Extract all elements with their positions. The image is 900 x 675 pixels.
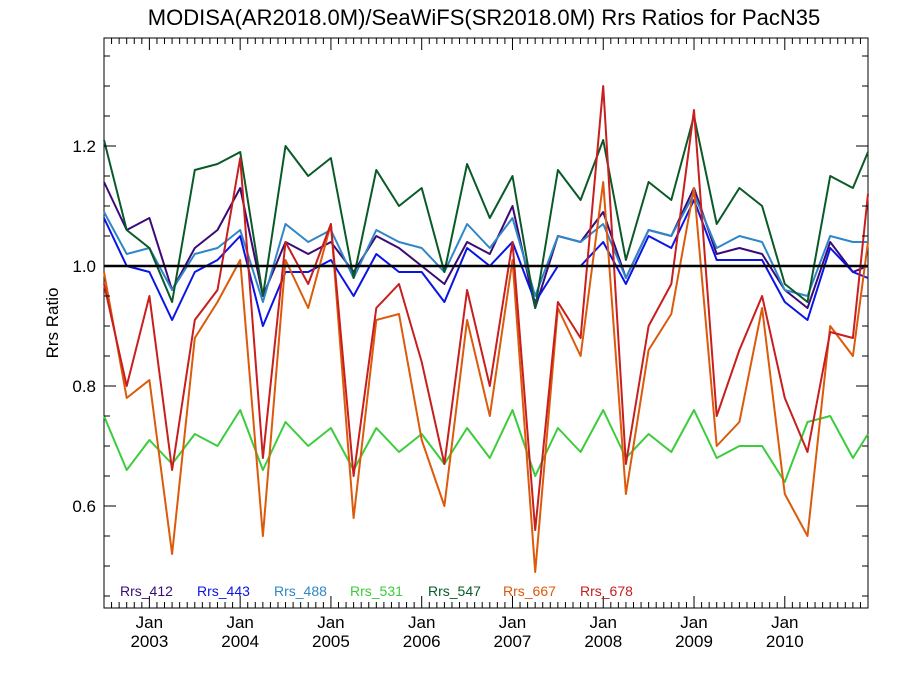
x-tick-month-label: Jan bbox=[771, 613, 798, 632]
legend-entry-rrs-531: Rrs_531 bbox=[350, 583, 403, 599]
legend: Rrs_412 Rrs_443 Rrs_488 Rrs_531 Rrs_547 Rrs_6… bbox=[120, 583, 633, 599]
plot-frame bbox=[103, 37, 869, 609]
legend-entry-rrs-547: Rrs_547 bbox=[428, 583, 481, 599]
x-tick-month-label: Jan bbox=[136, 613, 163, 632]
x-tick-month-label: Jan bbox=[408, 613, 435, 632]
x-tick-month-label: Jan bbox=[590, 613, 617, 632]
x-tick-month-label: Jan bbox=[680, 613, 707, 632]
legend-entry-rrs-443: Rrs_443 bbox=[197, 583, 250, 599]
series-line-rrs-531 bbox=[103, 409, 869, 483]
x-axis: Jan2003Jan2004Jan2005Jan2006Jan2007Jan20… bbox=[103, 38, 869, 651]
y-tick-label: 1.2 bbox=[72, 137, 96, 156]
y-tick-label: 0.6 bbox=[72, 497, 96, 516]
x-tick-year-label: 2007 bbox=[494, 632, 532, 651]
x-tick-year-label: 2005 bbox=[312, 632, 350, 651]
x-tick-month-label: Jan bbox=[226, 613, 253, 632]
y-axis-label: Rrs Ratio bbox=[43, 288, 62, 359]
series-line-rrs-488 bbox=[103, 193, 868, 303]
series-line-rrs-547 bbox=[103, 115, 869, 309]
series-line-rrs-667 bbox=[103, 181, 869, 573]
legend-entry-rrs-678: Rrs_678 bbox=[580, 583, 633, 599]
y-tick-label: 1.0 bbox=[72, 257, 96, 276]
x-tick-month-label: Jan bbox=[499, 613, 526, 632]
x-tick-year-label: 2010 bbox=[766, 632, 804, 651]
series-layer bbox=[103, 85, 869, 573]
y-axis: 0.6 0.8 1.0 1.2 bbox=[72, 55, 868, 597]
x-tick-year-label: 2004 bbox=[221, 632, 259, 651]
legend-entry-rrs-667: Rrs_667 bbox=[503, 583, 556, 599]
x-tick-month-label: Jan bbox=[317, 613, 344, 632]
series-line-rrs-678 bbox=[103, 85, 869, 531]
legend-entry-rrs-412: Rrs_412 bbox=[120, 583, 173, 599]
x-tick-year-label: 2006 bbox=[403, 632, 441, 651]
y-tick-label: 0.8 bbox=[72, 377, 96, 396]
legend-entry-rrs-488: Rrs_488 bbox=[274, 583, 327, 599]
series-line-rrs-443 bbox=[103, 199, 869, 327]
x-tick-year-label: 2003 bbox=[130, 632, 168, 651]
x-tick-year-label: 2008 bbox=[584, 632, 622, 651]
x-tick-year-label: 2009 bbox=[675, 632, 713, 651]
chart-title: MODISA(AR2018.0M)/SeaWiFS(SR2018.0M) Rrs… bbox=[148, 5, 820, 30]
